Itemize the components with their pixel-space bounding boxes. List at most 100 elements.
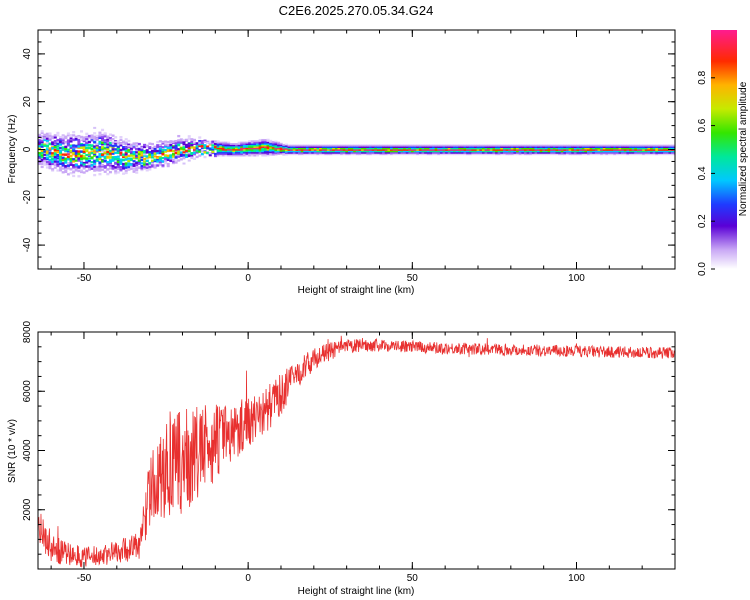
spectral-cell [350,147,354,150]
spectral-cell [453,151,457,154]
spectral-cell [544,149,548,151]
spectral-cell [408,147,412,150]
spectral-cell [579,144,583,147]
spectral-cell [442,146,446,148]
spectral-cell [229,154,233,157]
spectral-cell [600,150,604,153]
spectral-cell [119,144,123,147]
spectral-cell [53,153,57,156]
spectral-cell [53,142,57,145]
spectral-cell [164,157,168,160]
spectral-cell [313,151,317,154]
spectral-cell [644,150,648,153]
spectral-cell [219,144,223,147]
spectral-cell [87,136,91,139]
spectral-cell [358,149,362,151]
spectral-cell [376,147,380,150]
spectral-cell [652,147,656,150]
spectral-cell [403,150,407,153]
spectral-cell [584,151,588,154]
spectral-cell [114,148,118,151]
spectral-cell [274,142,278,144]
spectral-cell [213,142,218,146]
spectral-cell [466,144,470,147]
spectral-cell [250,154,254,157]
spectral-cell [127,139,131,143]
spectral-cell [106,161,110,164]
spectral-cell [232,145,236,148]
spectral-cell [40,130,44,133]
spectral-cell [290,153,294,156]
spectral-cell [424,149,428,151]
spectral-cell [95,149,99,152]
spectral-cell [657,153,661,156]
spectral-cell [224,153,228,155]
spectral-cell [602,144,606,147]
spectral-cell [600,144,604,147]
spectral-cell [542,144,546,147]
spectral-cell [72,151,76,154]
spectral-cell [389,146,394,148]
spectral-cell [132,152,136,156]
spectral-cell [40,165,44,169]
spectral-cell [366,149,370,151]
spectral-cell [345,144,349,147]
spectral-cell [602,150,606,153]
spectral-cell [334,146,338,148]
spectral-cell [213,152,218,156]
spectral-cell [403,149,407,151]
spectral-cell [137,150,141,154]
colorbar: 0.00.20.40.60.8 Normalized spectral ampl… [697,30,749,276]
spectral-cell [274,140,278,143]
spectral-cell [122,147,126,151]
spectral-cell [600,146,604,148]
spectral-cell [266,140,270,143]
spectral-cell [516,144,520,147]
spectral-cell [245,141,249,144]
spectral-cell [116,150,120,153]
spectral-cell [421,151,425,154]
spectral-cell [615,150,619,153]
spectral-cell [95,167,99,170]
spectral-cell [101,168,105,171]
spectral-cell [374,150,378,153]
spectral-cell [108,149,112,153]
spectral-cell [74,135,78,138]
spectral-cell [221,145,225,148]
spectral-cell [492,147,496,150]
spectral-cell [237,141,241,144]
spectral-cell [560,153,564,156]
spectral-cell [64,159,68,162]
spectral-cell [229,144,233,147]
spectral-cell [221,154,225,157]
spectral-cell [93,165,97,168]
spectral-cell [311,151,315,154]
spectral-cell [122,146,126,149]
spectral-cell [644,151,648,154]
spectral-cell [347,146,351,148]
ytick-label: 4000 [22,439,33,462]
spectral-cell [45,141,49,144]
spectral-cell [185,155,189,158]
spectral-cell [629,153,633,156]
spectral-cell [93,145,97,148]
spectral-cell [274,146,278,149]
spectral-cell [395,147,399,150]
spectral-cell [192,146,197,149]
spectral-cell [90,148,94,151]
spectral-cell [74,152,78,155]
spectral-cell [51,141,55,144]
spectral-cell [137,156,141,160]
spectral-cell [439,153,443,156]
spectral-cell [290,144,294,147]
spectral-cell [529,146,533,148]
spectral-cell [116,171,120,174]
spectral-cell [192,151,197,154]
spectral-cell [116,163,120,166]
spectral-cell [403,146,407,148]
spectral-cell [229,145,233,148]
spectral-cell [132,146,136,149]
spectral-cell [371,153,375,156]
spectral-cell [526,150,530,153]
